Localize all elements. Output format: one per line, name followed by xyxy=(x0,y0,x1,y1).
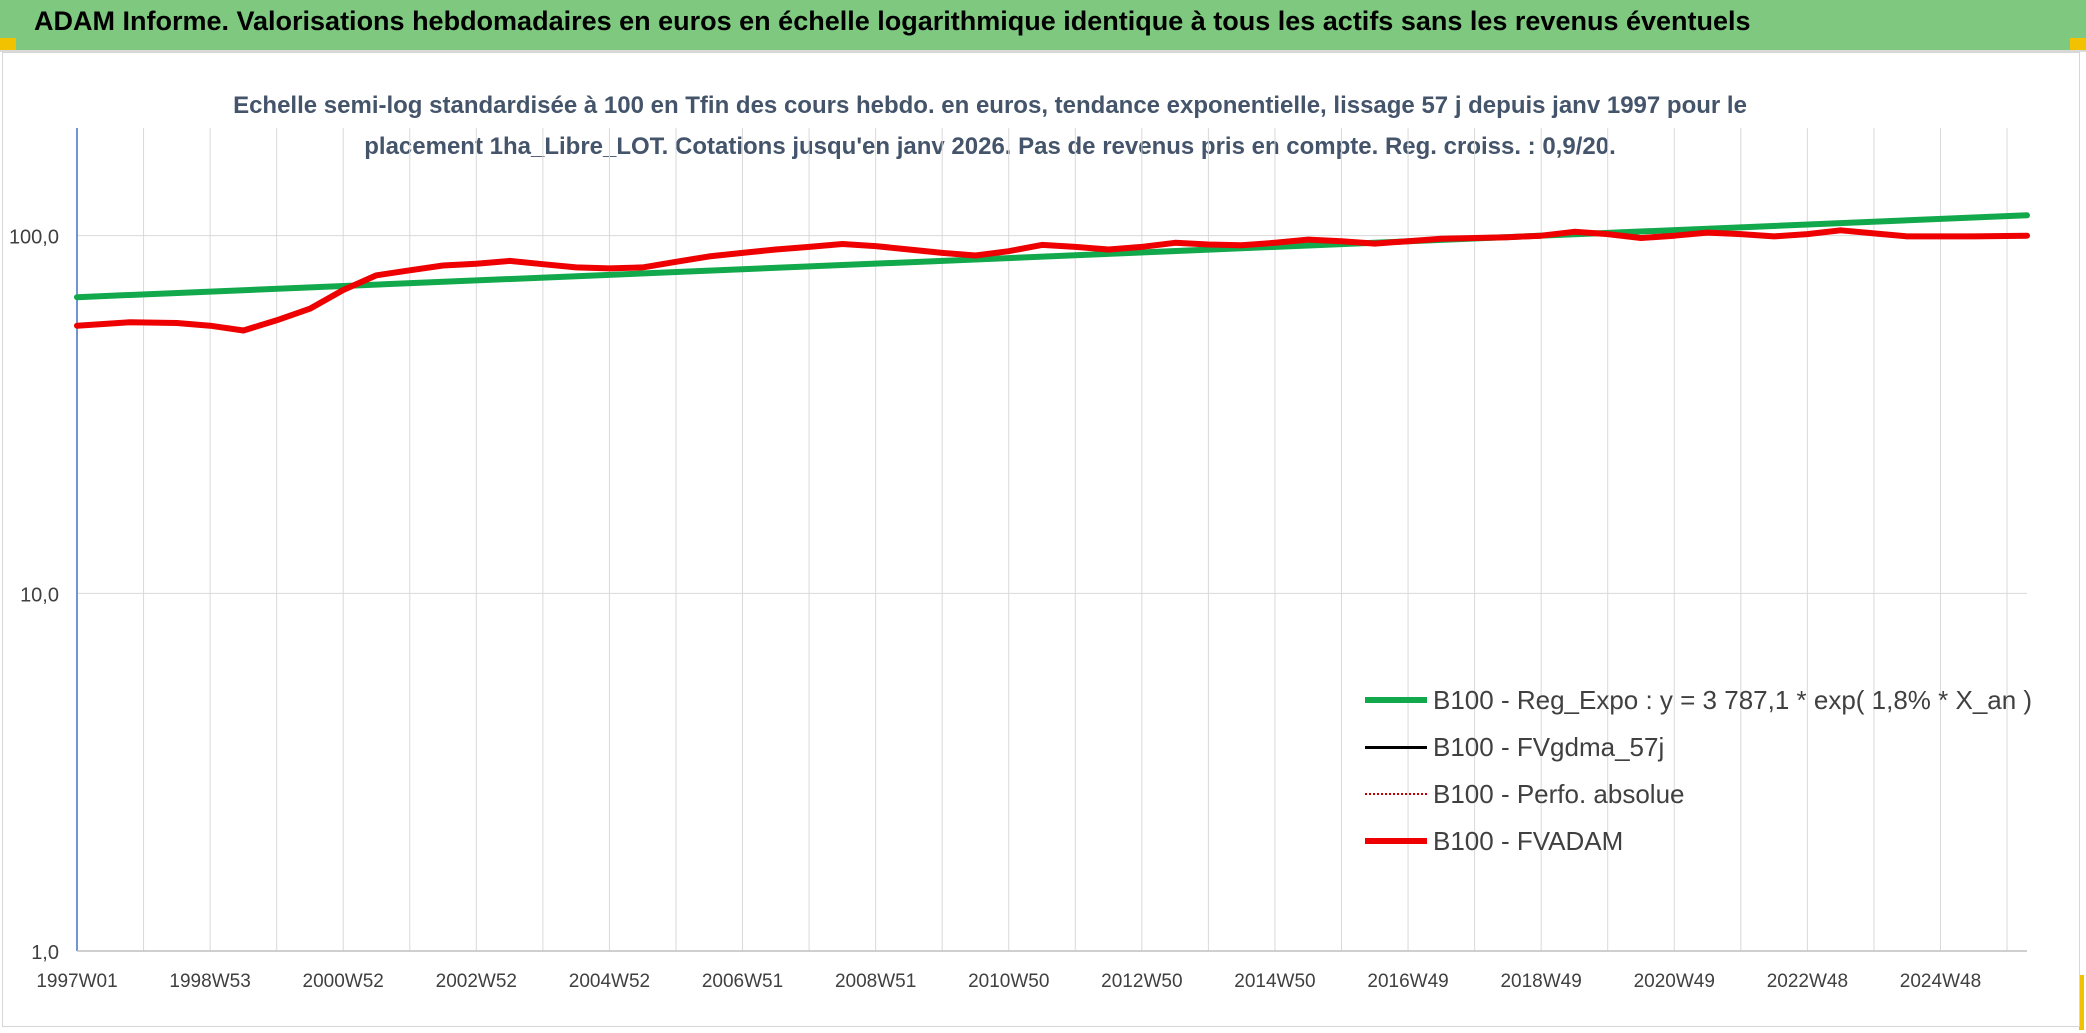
chart-frame xyxy=(2,52,2080,1027)
header-bar: ADAM Informe. Valorisations hebdomadaire… xyxy=(0,0,2086,52)
legend-label-perfo: B100 - Perfo. absolue xyxy=(1433,779,1685,809)
x-tick-label: 1997W01 xyxy=(36,971,117,992)
edge-marker xyxy=(2079,975,2084,1030)
x-tick-label: 2022W48 xyxy=(1767,971,1848,992)
x-tick-label: 2004W52 xyxy=(569,971,650,992)
legend-swatch-fvgdma xyxy=(1365,746,1427,749)
legend-label-trend: B100 - Reg_Expo : y = 3 787,1 * exp( 1,8… xyxy=(1433,685,2033,715)
x-tick-label: 2000W52 xyxy=(303,971,384,992)
corner-marker-left xyxy=(0,38,16,50)
trend-line xyxy=(74,212,2030,301)
y-tick-label: 100,0 xyxy=(9,227,59,249)
x-tick-label: 1998W53 xyxy=(169,971,250,992)
corner-marker-right xyxy=(2070,38,2086,50)
x-tick-label: 2006W51 xyxy=(702,971,783,992)
legend-swatch-fvadam xyxy=(1365,838,1427,844)
chart-title-line-2: placement 1ha_Libre_LOT. Cotations jusqu… xyxy=(364,133,1616,160)
y-tick-label: 1,0 xyxy=(31,942,59,964)
page-title: ADAM Informe. Valorisations hebdomadaire… xyxy=(34,6,1751,36)
x-tick-label: 2014W50 xyxy=(1234,971,1315,992)
legend-swatch-perfo xyxy=(1365,793,1427,795)
chart-title: Echelle semi-log standardisée à 100 en T… xyxy=(180,85,1800,167)
x-tick-label: 2012W50 xyxy=(1101,971,1182,992)
chart-title-line-1: Echelle semi-log standardisée à 100 en T… xyxy=(233,92,1747,119)
legend-label-fvadam: B100 - FVADAM xyxy=(1433,826,1624,856)
x-tick-label: 2016W49 xyxy=(1367,971,1448,992)
x-tick-label: 2010W50 xyxy=(968,971,1049,992)
x-tick-label: 2018W49 xyxy=(1500,971,1581,992)
y-tick-label: 10,0 xyxy=(20,584,59,606)
fvadam-line xyxy=(74,227,2030,334)
x-tick-label: 2008W51 xyxy=(835,971,916,992)
x-tick-label: 2020W49 xyxy=(1634,971,1715,992)
x-tick-label: 2024W48 xyxy=(1900,971,1981,992)
x-tick-label: 2002W52 xyxy=(436,971,517,992)
legend-swatch-trend xyxy=(1365,697,1427,703)
legend-label-fvgdma: B100 - FVgdma_57j xyxy=(1433,732,1665,762)
